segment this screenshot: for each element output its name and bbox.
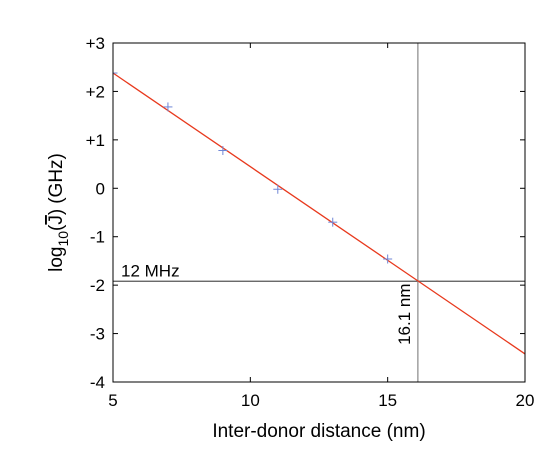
plot-frame [112, 42, 526, 383]
x-tick-label: 10 [241, 391, 260, 410]
x-tick-label: 20 [516, 391, 535, 410]
plot-area [113, 43, 525, 382]
data-point-marker [328, 217, 338, 227]
y-tick-label: +3 [86, 34, 105, 53]
y-axis-label-subscript: 10 [55, 231, 71, 247]
x-axis-label: Inter-donor distance (nm) [212, 421, 425, 442]
y-axis-label-unit: (GHz) [46, 153, 67, 204]
data-point-marker [273, 184, 283, 194]
x-tick-label: 5 [108, 391, 117, 410]
data-point-marker [113, 68, 118, 78]
y-tick-label: 0 [96, 179, 105, 198]
y-axis-label: log10(J) (GHz) [46, 153, 71, 272]
y-tick-label: +2 [86, 82, 105, 101]
data-point-marker [163, 102, 173, 112]
y-tick-label: -4 [90, 373, 105, 392]
data-point-marker [383, 254, 393, 264]
y-tick-label: +1 [86, 131, 105, 150]
y-axis-label-symbol: J [46, 215, 67, 225]
y-axis-label-open-paren: ( [46, 224, 67, 231]
y-axis-label-close-paren: ) [46, 209, 67, 215]
reference-label-horizontal: 12 MHz [121, 261, 180, 280]
reference-label-vertical: 16.1 nm [395, 283, 414, 344]
y-tick-label: -1 [90, 228, 105, 247]
x-tick-label: 15 [378, 391, 397, 410]
y-tick-label: -3 [90, 325, 105, 344]
y-tick-label: -2 [90, 276, 105, 295]
plot-content [113, 43, 525, 382]
fit-line [113, 72, 525, 355]
y-axis-label-prefix: log [46, 247, 67, 272]
data-point-marker [218, 146, 228, 156]
